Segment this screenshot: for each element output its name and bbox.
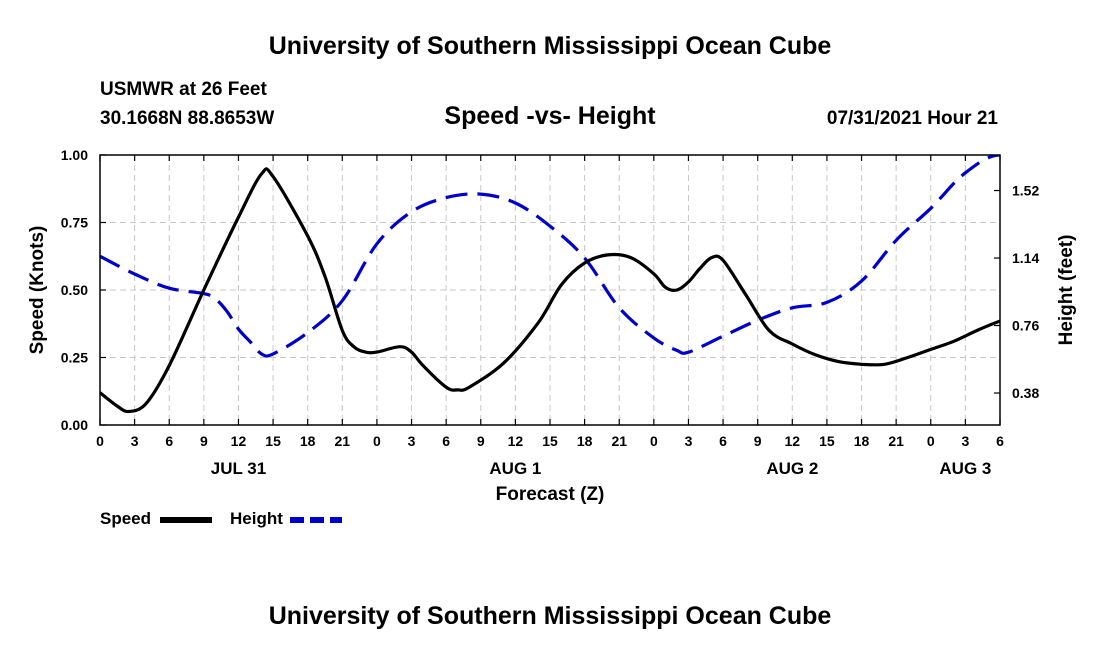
y-right-tick-label: 1.14 xyxy=(1012,250,1039,266)
legend: Speed Height xyxy=(100,509,342,528)
x-tick-label: 15 xyxy=(265,433,281,449)
y-right-tick-label: 0.38 xyxy=(1012,385,1039,401)
date-label: JUL 31 xyxy=(211,459,266,478)
x-tick-label: 6 xyxy=(996,433,1004,449)
date-label: AUG 3 xyxy=(939,459,991,478)
speed-series-line xyxy=(100,167,1000,414)
footer-title: University of Southern Mississippi Ocean… xyxy=(269,602,832,630)
x-tick-label: 0 xyxy=(373,433,381,449)
x-tick-label: 15 xyxy=(542,433,558,449)
x-tick-label: 9 xyxy=(754,433,762,449)
y-left-tick-label: 0.50 xyxy=(61,282,88,298)
y-left-tick-label: 0.00 xyxy=(61,417,88,433)
y-left-tick-label: 1.00 xyxy=(61,147,88,163)
x-tick-label: 12 xyxy=(231,433,247,449)
chart-title: University of Southern Mississippi Ocean… xyxy=(269,32,832,60)
x-axis-label: Forecast (Z) xyxy=(496,484,605,505)
x-tick-label: 18 xyxy=(577,433,593,449)
series-layer xyxy=(100,155,1000,414)
x-tick-label: 3 xyxy=(961,433,969,449)
legend-speed-label: Speed xyxy=(100,509,151,528)
legend-height-label: Height xyxy=(230,509,283,528)
y-right-tick-label: 0.76 xyxy=(1012,318,1039,334)
x-tick-label: 9 xyxy=(477,433,485,449)
x-tick-label: 3 xyxy=(408,433,416,449)
x-tick-label: 3 xyxy=(685,433,693,449)
x-tick-label: 0 xyxy=(927,433,935,449)
y-right-tick-label: 1.52 xyxy=(1012,183,1039,199)
station-label: USMWR at 26 Feet xyxy=(100,79,267,100)
y-axis-left-label: Speed (Knots) xyxy=(27,226,48,355)
x-tick-label: 9 xyxy=(200,433,208,449)
y-left-tick-label: 0.75 xyxy=(61,215,88,231)
grid-lines xyxy=(100,155,1000,425)
x-tick-label: 12 xyxy=(785,433,801,449)
y-left-tick-label: 0.25 xyxy=(61,350,88,366)
date-label: AUG 1 xyxy=(489,459,541,478)
x-tick-label: 6 xyxy=(719,433,727,449)
x-tick-label: 0 xyxy=(96,433,104,449)
x-tick-label: 6 xyxy=(165,433,173,449)
x-tick-label: 18 xyxy=(300,433,316,449)
x-tick-label: 21 xyxy=(611,433,627,449)
date-label: AUG 2 xyxy=(766,459,818,478)
x-tick-label: 15 xyxy=(819,433,835,449)
x-tick-label: 3 xyxy=(131,433,139,449)
x-tick-label: 21 xyxy=(335,433,351,449)
x-tick-label: 0 xyxy=(650,433,658,449)
timestamp-label: 07/31/2021 Hour 21 xyxy=(827,108,999,129)
x-tick-label: 21 xyxy=(888,433,904,449)
y-axis-right-label: Height (feet) xyxy=(1056,235,1077,346)
x-tick-label: 6 xyxy=(442,433,450,449)
height-series-line xyxy=(100,155,1000,358)
coordinates-label: 30.1668N 88.8653W xyxy=(100,108,274,129)
axis-ticks: 0 3 6 9 12 15 18 21 0 3 6 9 12 15 18 21 0 3 6 9 12 15 18 21 0 3 6 0… xyxy=(61,147,1040,478)
x-tick-label: 18 xyxy=(854,433,870,449)
chart-subtitle: Speed -vs- Height xyxy=(444,102,656,130)
x-tick-label: 12 xyxy=(508,433,524,449)
